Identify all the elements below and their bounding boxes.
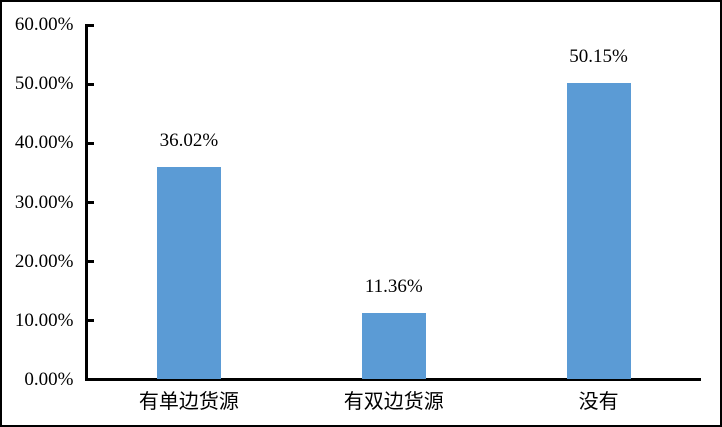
y-axis-tick-label: 40.00% [14,132,74,154]
x-axis-category-label: 没有 [578,391,619,413]
y-axis-tick-label: 0.00% [24,369,74,390]
bar-value-label: 50.15% [569,46,628,68]
bar [156,166,221,379]
y-axis-tick-label: 20.00% [14,250,74,272]
x-axis-category-label: 有双边货源 [343,391,444,413]
y-axis-tick-label: 30.00% [14,191,74,213]
x-axis-line [85,378,701,381]
x-axis-category-label: 有单边货源 [138,391,239,413]
y-axis-tick [85,201,94,204]
bar-value-label: 11.36% [364,275,423,297]
y-axis-tick [85,23,94,27]
y-axis-tick [85,141,94,145]
bar [566,83,631,379]
y-axis-tick [85,260,94,264]
y-axis-tick [85,319,94,323]
y-axis-tick-label: 50.00% [14,73,74,95]
y-axis-tick-label: 10.00% [14,309,74,331]
bar [361,312,426,379]
y-axis-tick-label: 60.00% [14,14,74,35]
y-axis-tick [85,82,94,86]
bar-value-label: 36.02% [159,129,219,151]
